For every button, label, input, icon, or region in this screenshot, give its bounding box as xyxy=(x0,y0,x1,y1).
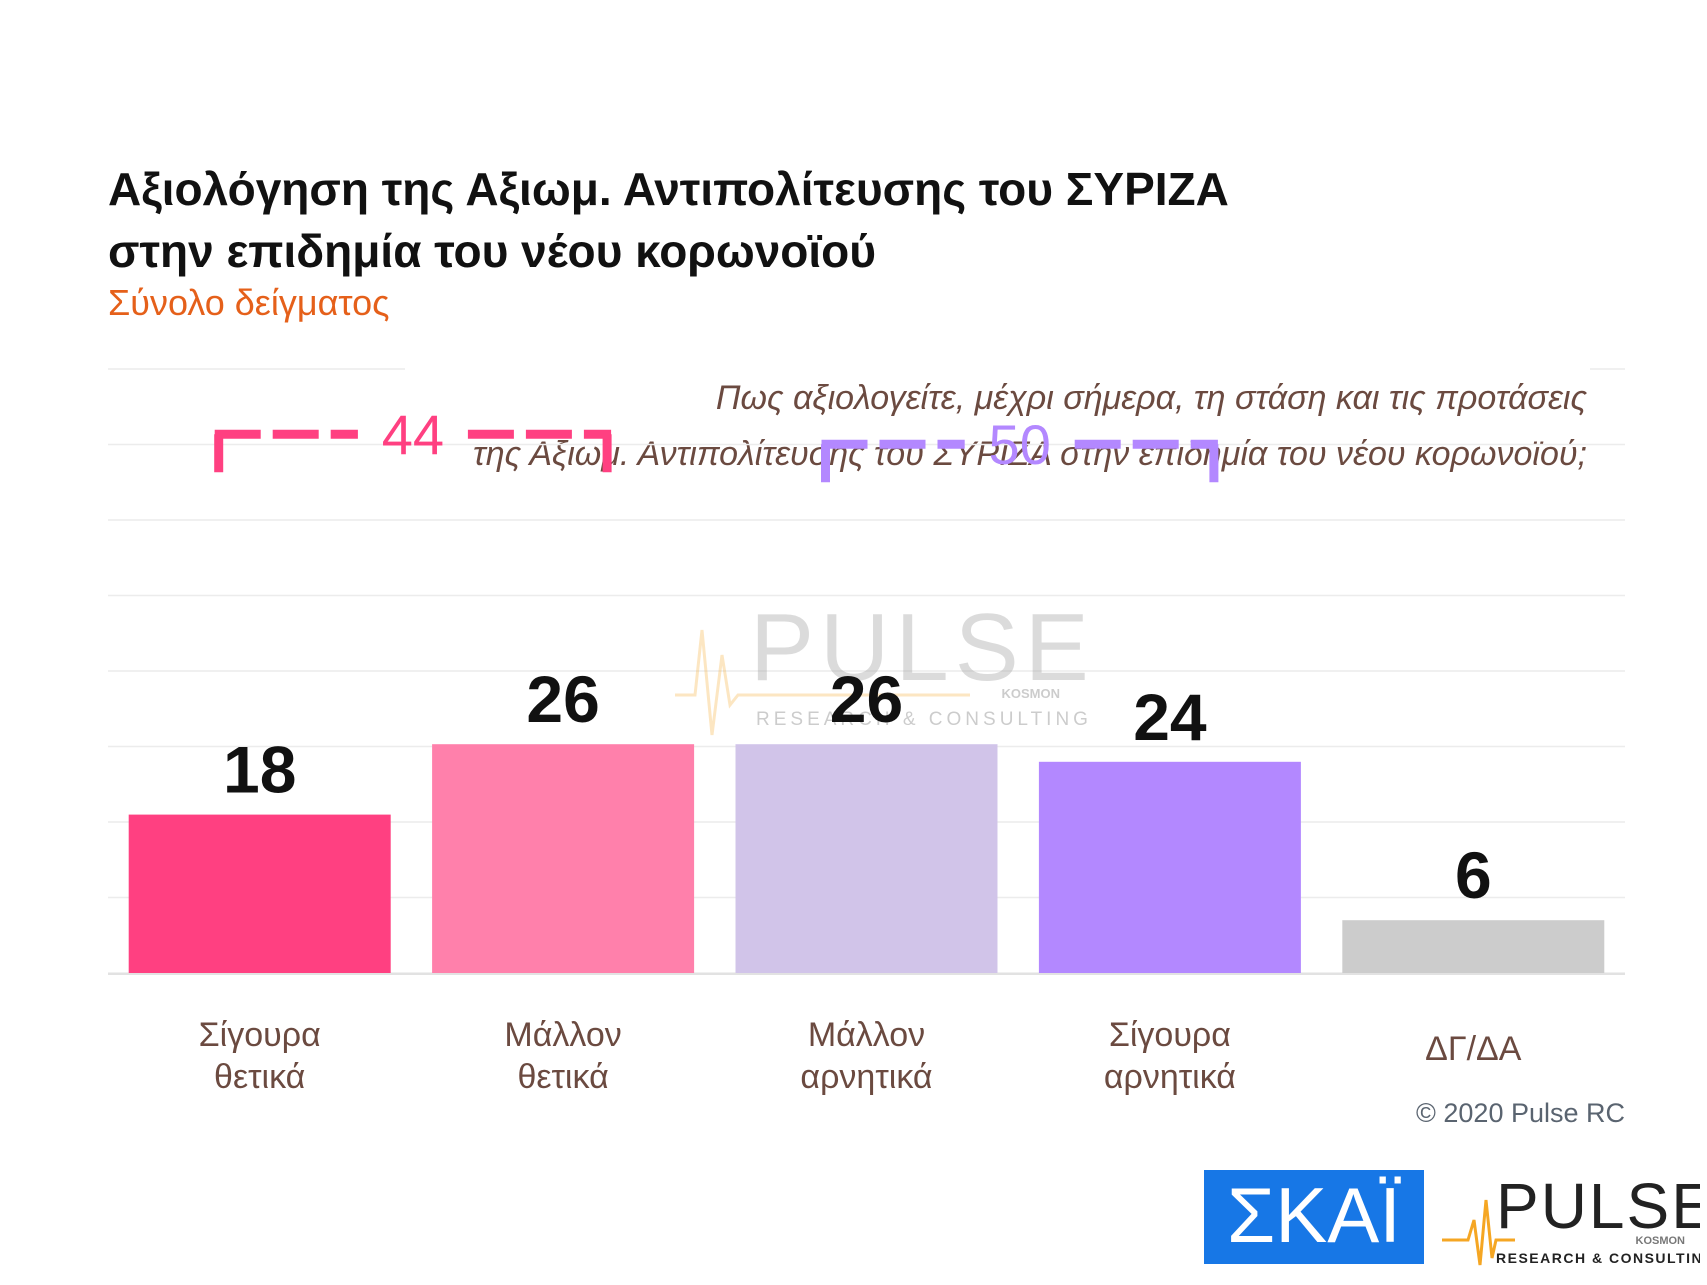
skai-logo-label: ΣΚΑΪ xyxy=(1227,1171,1401,1259)
category-label: Σίγουρα xyxy=(199,1016,321,1054)
category-label: Σίγουρα xyxy=(1109,1016,1231,1054)
bar xyxy=(1342,920,1605,973)
bar-value-label: 6 xyxy=(1455,838,1492,912)
bar-value-label: 26 xyxy=(830,662,903,736)
chart-title: Αξιολόγηση της Αξιωμ. Αντιπολίτευσης του… xyxy=(108,158,1408,282)
bracket-total-label: 50 xyxy=(989,413,1051,476)
category-label: θετικά xyxy=(214,1058,305,1096)
question-line-1: Πως αξιολογείτε, μέχρι σήμερα, τη στάση … xyxy=(715,379,1587,417)
bar xyxy=(735,744,998,973)
bracket-total-label: 44 xyxy=(382,403,444,466)
watermark-sub: KOSMON xyxy=(1002,686,1061,701)
pulse-heartbeat-icon xyxy=(1442,1199,1515,1266)
skai-logo: ΣΚΑΪ xyxy=(1204,1170,1424,1264)
category-label: ΔΓ/ΔΑ xyxy=(1425,1030,1522,1068)
category-label: αρνητικά xyxy=(800,1058,932,1096)
category-label: Μάλλον xyxy=(504,1016,621,1054)
watermark-brand: PULSE xyxy=(750,594,1095,701)
pulse-logo-tagline: RESEARCH & CONSULTING xyxy=(1496,1250,1700,1266)
category-label: αρνητικά xyxy=(1104,1058,1236,1096)
watermark-tagline: RESEARCH & CONSULTING xyxy=(756,709,1092,730)
chart-subtitle: Σύνολο δείγματος xyxy=(108,282,390,323)
bar-value-label: 24 xyxy=(1133,680,1207,754)
title-line-2: στην επιδημία του νέου κορωνοϊού xyxy=(108,225,877,277)
question-line-2: της Αξιωμ. Αντιπολίτευσης του ΣΥΡΙΖΑ στη… xyxy=(473,435,1587,473)
pulse-logo-label: PULSE xyxy=(1496,1170,1700,1242)
category-label: Μάλλον xyxy=(808,1016,925,1054)
bar xyxy=(1038,761,1301,973)
skai-logo-text: ΣΚΑΪ xyxy=(1227,1171,1401,1259)
bar-value-label: 26 xyxy=(526,662,599,736)
bar-value-label: 18 xyxy=(223,733,296,807)
copyright-notice: © 2020 Pulse RC xyxy=(1416,1098,1625,1128)
watermark-heartbeat-icon xyxy=(675,629,970,736)
category-label: θετικά xyxy=(517,1058,608,1096)
bar xyxy=(128,814,391,973)
pulse-logo: PULSE KOSMON RESEARCH & CONSULTING xyxy=(1440,1170,1707,1280)
bar xyxy=(432,744,695,973)
survey-question: Πως αξιολογείτε, μέχρι σήμερα, τη στάση … xyxy=(387,370,1587,482)
title-line-1: Αξιολόγηση της Αξιωμ. Αντιπολίτευσης του… xyxy=(108,163,1229,215)
pulse-logo-sub: KOSMON xyxy=(1636,1235,1686,1247)
